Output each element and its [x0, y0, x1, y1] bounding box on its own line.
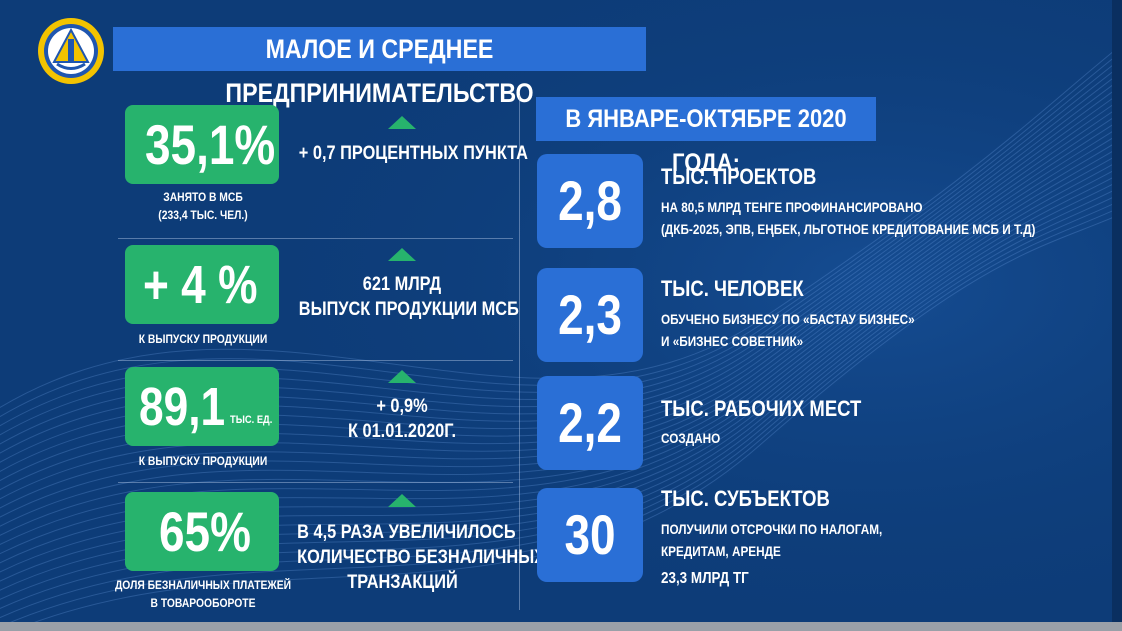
metric-heading: ТЫС. СУБЪЕКТОВ — [661, 486, 830, 511]
period-title: В ЯНВАРЕ-ОКТЯБРЕ 2020 ГОДА: — [565, 105, 847, 177]
metric-value: 2,2 — [558, 391, 622, 454]
row-divider — [118, 238, 513, 239]
row-divider — [118, 482, 513, 483]
column-divider — [519, 95, 520, 610]
metric-heading: ТЫС. РАБОЧИХ МЕСТ — [661, 396, 862, 421]
stat-change: 621 МЛРД ВЫПУСК ПРОДУКЦИИ МСБ — [298, 274, 519, 320]
wave-line — [0, 118, 1122, 509]
increase-arrow-icon — [388, 248, 416, 261]
stat-value: 65% — [159, 500, 251, 563]
stat-change: + 0,7 ПРОЦЕНТНЫХ ПУНКТА — [298, 143, 528, 164]
metric-box-projects: 2,8 — [537, 154, 643, 248]
metric-description: СОЗДАНО — [661, 430, 721, 446]
metric-box-trained: 2,3 — [537, 268, 643, 362]
metric-value: 30 — [564, 503, 616, 566]
wave-line — [0, 138, 1122, 537]
stat-caption: ЗАНЯТО В МСБ (233,4 ТЫС. ЧЕЛ.) — [158, 190, 248, 222]
wave-line — [0, 124, 1122, 518]
period-banner: В ЯНВАРЕ-ОКТЯБРЕ 2020 ГОДА: — [536, 97, 876, 177]
metric-extra: 23,3 МЛРД ТГ — [661, 570, 749, 587]
increase-arrow-icon — [388, 116, 416, 129]
stat-box-employment: 35,1% — [125, 105, 279, 184]
bottom-bar — [0, 622, 1122, 631]
metric-value: 2,3 — [558, 283, 622, 346]
metric-heading: ТЫС. ЧЕЛОВЕК — [661, 276, 804, 301]
page-title: МАЛОЕ И СРЕДНЕЕ ПРЕДПРИНИМАТЕЛЬСТВО — [225, 34, 534, 108]
increase-arrow-icon — [388, 370, 416, 383]
stat-value: 35,1% — [145, 113, 276, 176]
row-divider — [118, 360, 513, 361]
stat-value: + 4 % — [143, 255, 258, 315]
metric-box-jobs: 2,2 — [537, 376, 643, 470]
wave-line — [0, 43, 1122, 409]
stat-value: 89,1 — [139, 377, 226, 437]
metric-description: ПОЛУЧИЛИ ОТСРОЧКИ ПО НАЛОГАМ, КРЕДИТАМ, … — [661, 521, 883, 559]
metric-description: ОБУЧЕНО БИЗНЕСУ ПО «БАСТАУ БИЗНЕС» И «БИ… — [661, 311, 915, 349]
wave-line — [0, 131, 1122, 527]
emblem-icon — [38, 18, 104, 84]
stat-caption: К ВЫПУСКУ ПРОДУКЦИИ — [138, 332, 268, 346]
wave-line — [0, 145, 1122, 546]
stat-caption: ДОЛЯ БЕЗНАЛИЧНЫХ ПЛАТЕЖЕЙ В ТОВАРООБОРОТ… — [114, 578, 292, 610]
stat-change: + 0,9% К 01.01.2020Г. — [347, 396, 457, 442]
title-banner: МАЛОЕ И СРЕДНЕЕ ПРЕДПРИНИМАТЕЛЬСТВО — [113, 27, 646, 108]
edge-strip — [1112, 0, 1122, 622]
wave-line — [0, 50, 1122, 418]
stat-box-output: + 4 % — [125, 245, 279, 324]
stat-caption: К ВЫПУСКУ ПРОДУКЦИИ — [138, 454, 268, 468]
stat-box-cashless: 65% — [125, 492, 279, 571]
metric-box-subjects: 30 — [537, 488, 643, 582]
metric-description: НА 80,5 МЛРД ТЕНГЕ ПРОФИНАНСИРОВАНО (ДКБ… — [661, 199, 1036, 237]
stat-unit: ТЫС. ЕД. — [230, 414, 273, 426]
stat-box-entities: 89,1 ТЫС. ЕД. — [125, 367, 279, 446]
increase-arrow-icon — [388, 494, 416, 507]
wave-line — [0, 206, 1122, 628]
stat-change: В 4,5 РАЗА УВЕЛИЧИЛОСЬ КОЛИЧЕСТВО БЕЗНАЛ… — [297, 522, 546, 593]
metric-heading: ТЫС. ПРОЕКТОВ — [661, 164, 817, 189]
wave-line — [10, 212, 1122, 631]
metric-value: 2,8 — [558, 169, 622, 232]
